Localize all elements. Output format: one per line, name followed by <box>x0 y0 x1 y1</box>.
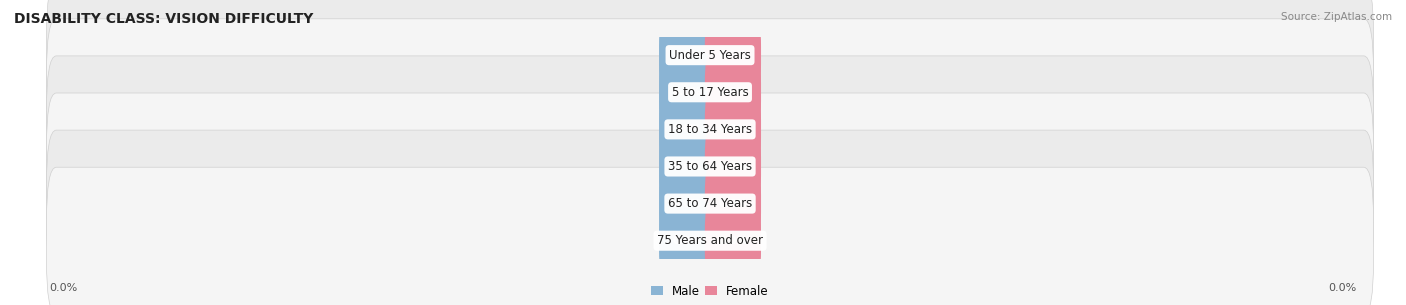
FancyBboxPatch shape <box>704 128 761 205</box>
FancyBboxPatch shape <box>704 16 761 94</box>
Text: 0.0%: 0.0% <box>718 87 748 97</box>
Text: 75 Years and over: 75 Years and over <box>657 234 763 247</box>
FancyBboxPatch shape <box>659 16 716 94</box>
Legend: Male, Female: Male, Female <box>647 280 773 302</box>
FancyBboxPatch shape <box>46 130 1374 277</box>
Text: Under 5 Years: Under 5 Years <box>669 49 751 62</box>
FancyBboxPatch shape <box>704 165 761 242</box>
Text: 0.0%: 0.0% <box>672 199 702 209</box>
Text: 0.0%: 0.0% <box>718 124 748 135</box>
Text: 18 to 34 Years: 18 to 34 Years <box>668 123 752 136</box>
Text: 0.0%: 0.0% <box>718 50 748 60</box>
FancyBboxPatch shape <box>659 165 716 242</box>
FancyBboxPatch shape <box>704 202 761 279</box>
FancyBboxPatch shape <box>46 93 1374 240</box>
FancyBboxPatch shape <box>46 56 1374 203</box>
Text: 0.0%: 0.0% <box>672 161 702 171</box>
Text: 0.0%: 0.0% <box>718 199 748 209</box>
Text: 0.0%: 0.0% <box>672 124 702 135</box>
Text: 0.0%: 0.0% <box>672 50 702 60</box>
Text: 35 to 64 Years: 35 to 64 Years <box>668 160 752 173</box>
Text: 0.0%: 0.0% <box>49 283 77 293</box>
FancyBboxPatch shape <box>659 202 716 279</box>
Text: 0.0%: 0.0% <box>672 87 702 97</box>
Text: 5 to 17 Years: 5 to 17 Years <box>672 86 748 99</box>
Text: DISABILITY CLASS: VISION DIFFICULTY: DISABILITY CLASS: VISION DIFFICULTY <box>14 12 314 26</box>
Text: 0.0%: 0.0% <box>718 161 748 171</box>
FancyBboxPatch shape <box>704 54 761 131</box>
Text: 0.0%: 0.0% <box>1329 283 1357 293</box>
FancyBboxPatch shape <box>46 0 1374 129</box>
Text: 0.0%: 0.0% <box>718 236 748 246</box>
FancyBboxPatch shape <box>659 54 716 131</box>
FancyBboxPatch shape <box>659 91 716 168</box>
FancyBboxPatch shape <box>46 167 1374 305</box>
FancyBboxPatch shape <box>704 91 761 168</box>
Text: 65 to 74 Years: 65 to 74 Years <box>668 197 752 210</box>
Text: 0.0%: 0.0% <box>672 236 702 246</box>
FancyBboxPatch shape <box>659 128 716 205</box>
FancyBboxPatch shape <box>46 19 1374 166</box>
Text: Source: ZipAtlas.com: Source: ZipAtlas.com <box>1281 12 1392 22</box>
